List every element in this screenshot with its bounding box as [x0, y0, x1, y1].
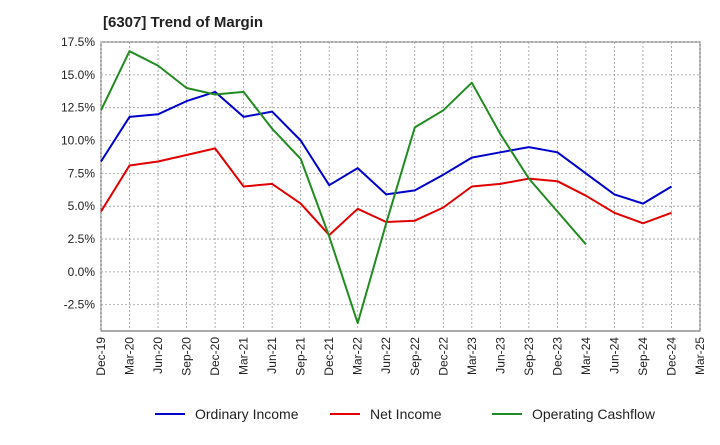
plot-frame [100, 41, 701, 332]
x-tick-label: Mar-24 [579, 337, 593, 375]
y-tick-label: 12.5% [61, 101, 95, 115]
x-tick-label: Mar-23 [465, 337, 479, 375]
x-tick-label: Dec-21 [322, 337, 336, 376]
x-tick-label: Mar-22 [351, 337, 365, 375]
x-tick-label: Mar-25 [693, 337, 707, 375]
x-tick-label: Sep-20 [180, 337, 194, 376]
x-tick-label: Dec-19 [94, 337, 108, 376]
y-tick-label: 15.0% [61, 68, 95, 82]
y-tick-label: 17.5% [61, 35, 95, 49]
legend-label: Ordinary Income [195, 406, 299, 422]
x-tick-label: Sep-24 [636, 337, 650, 376]
x-tick-label: Jun-22 [379, 337, 393, 374]
y-tick-label: 10.0% [61, 134, 95, 148]
y-tick-label: 2.5% [68, 232, 96, 246]
x-tick-label: Jun-20 [151, 337, 165, 374]
x-tick-label: Jun-21 [265, 337, 279, 374]
x-tick-label: Jun-23 [493, 337, 507, 374]
y-tick-label: -2.5% [64, 298, 96, 312]
y-tick-label: 7.5% [68, 166, 96, 180]
chart-title: [6307] Trend of Margin [103, 14, 264, 31]
x-tick-label: Mar-20 [123, 337, 137, 375]
x-tick-label: Sep-23 [522, 337, 536, 376]
series-line-ordinary-income [100, 90, 673, 205]
x-tick-label: Dec-24 [664, 337, 678, 376]
series-line-operating-cashflow [100, 50, 587, 325]
x-tick-label: Mar-21 [237, 337, 251, 375]
x-tick-label: Dec-20 [208, 337, 222, 376]
x-tick-label: Dec-22 [436, 337, 450, 376]
y-tick-label: 5.0% [68, 199, 96, 213]
x-tick-label: Sep-21 [294, 337, 308, 376]
legend-label: Net Income [370, 406, 442, 422]
x-tick-label: Jun-24 [607, 337, 621, 374]
x-tick-label: Sep-22 [408, 337, 422, 376]
x-tick-label: Dec-23 [550, 337, 564, 376]
y-tick-label: 0.0% [68, 265, 96, 279]
legend-label: Operating Cashflow [532, 406, 656, 422]
